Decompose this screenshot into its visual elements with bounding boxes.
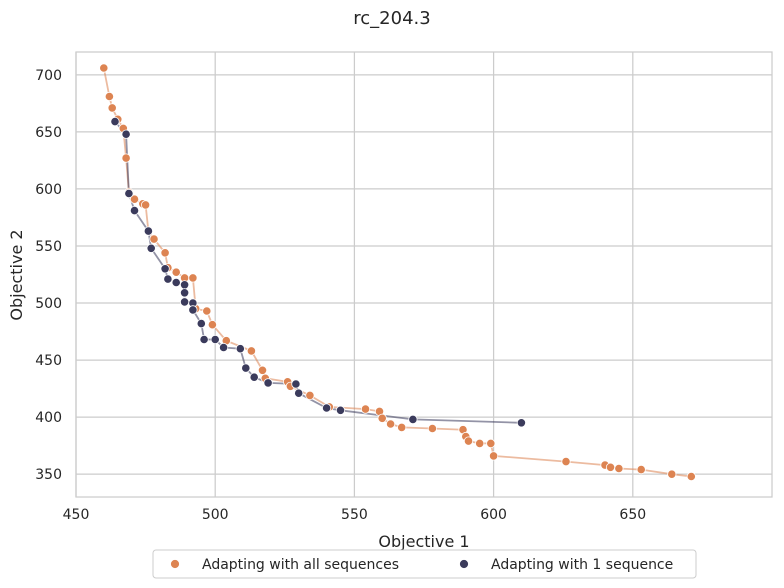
data-point-all-sequences <box>305 390 315 400</box>
data-point-one-sequence <box>180 280 190 290</box>
series-points <box>99 63 696 482</box>
data-point-all-sequences <box>246 346 256 356</box>
data-point-one-sequence <box>146 243 156 253</box>
chart-title: rc_204.3 <box>353 8 430 29</box>
legend-marker-all-sequences <box>170 559 180 569</box>
data-point-one-sequence <box>180 297 190 307</box>
data-point-all-sequences <box>141 200 151 210</box>
data-point-all-sequences <box>202 306 212 316</box>
data-point-one-sequence <box>516 418 527 428</box>
y-tick-label: 700 <box>35 68 62 84</box>
data-point-all-sequences <box>121 153 131 163</box>
data-point-one-sequence <box>163 274 173 284</box>
y-tick-label: 400 <box>35 410 62 426</box>
data-point-all-sequences <box>636 464 646 475</box>
data-point-all-sequences <box>160 248 170 258</box>
data-point-all-sequences <box>149 234 159 244</box>
data-point-all-sequences <box>561 456 571 467</box>
data-point-one-sequence <box>124 188 134 199</box>
data-point-all-sequences <box>107 103 117 113</box>
data-point-all-sequences <box>427 423 437 434</box>
data-point-one-sequence <box>180 288 190 298</box>
data-point-all-sequences <box>104 91 115 102</box>
data-point-one-sequence <box>196 318 206 329</box>
x-tick-label: 500 <box>202 507 229 523</box>
x-axis-title: Objective 1 <box>378 532 469 551</box>
legend: Adapting with all sequences Adapting wit… <box>152 549 697 579</box>
data-point-one-sequence <box>160 264 170 274</box>
data-point-one-sequence <box>335 405 346 415</box>
data-point-all-sequences <box>377 413 387 423</box>
x-tick-label: 650 <box>619 507 646 523</box>
y-axis-title: Objective 2 <box>7 229 26 320</box>
x-tick-label: 450 <box>63 507 90 523</box>
data-point-one-sequence <box>171 277 181 288</box>
data-point-all-sequences <box>486 438 496 448</box>
y-tick-labels: 350 400 450 500 550 600 650 700 <box>35 68 62 483</box>
data-point-one-sequence <box>249 372 259 382</box>
data-point-one-sequence <box>199 334 209 345</box>
data-point-one-sequence <box>188 305 198 315</box>
data-point-all-sequences <box>385 419 396 429</box>
data-point-all-sequences <box>171 267 181 277</box>
y-tick-label: 350 <box>35 467 62 483</box>
data-point-all-sequences <box>207 320 217 330</box>
data-point-all-sequences <box>188 273 198 283</box>
data-point-one-sequence <box>110 117 120 127</box>
data-point-all-sequences <box>463 436 474 446</box>
data-point-one-sequence <box>219 342 229 353</box>
data-point-one-sequence <box>143 226 153 236</box>
legend-marker-one-sequence <box>459 559 469 569</box>
legend-label-one-sequence: Adapting with 1 sequence <box>491 557 673 573</box>
data-point-all-sequences <box>360 404 371 414</box>
data-point-all-sequences <box>605 462 616 472</box>
data-point-one-sequence <box>121 129 131 139</box>
data-point-one-sequence <box>291 379 301 389</box>
plot-frame <box>75 51 773 498</box>
legend-frame <box>152 549 697 579</box>
y-tick-label: 450 <box>35 353 62 369</box>
y-tick-label: 500 <box>35 296 62 312</box>
data-point-one-sequence <box>294 388 304 398</box>
data-point-one-sequence <box>263 378 273 388</box>
data-point-all-sequences <box>686 471 696 482</box>
data-point-all-sequences <box>667 469 677 479</box>
data-point-all-sequences <box>397 422 407 432</box>
data-point-one-sequence <box>210 334 220 345</box>
data-point-all-sequences <box>488 451 499 461</box>
legend-label-all-sequences: Adapting with all sequences <box>202 557 399 573</box>
data-point-all-sequences <box>614 463 624 474</box>
data-point-one-sequence <box>321 403 332 413</box>
data-point-all-sequences <box>475 438 485 448</box>
data-point-one-sequence <box>241 363 251 373</box>
data-point-one-sequence <box>129 206 140 216</box>
y-tick-label: 650 <box>35 125 62 141</box>
data-point-all-sequences <box>99 63 109 73</box>
x-tick-label: 550 <box>341 507 368 523</box>
data-point-all-sequences <box>257 365 268 375</box>
x-tick-labels: 450 500 550 600 650 <box>63 507 647 523</box>
x-tick-label: 600 <box>480 507 507 523</box>
data-point-all-sequences <box>129 194 140 204</box>
y-tick-label: 600 <box>35 182 62 198</box>
data-point-one-sequence <box>408 414 418 424</box>
y-tick-label: 550 <box>35 239 62 255</box>
data-point-one-sequence <box>235 344 245 354</box>
